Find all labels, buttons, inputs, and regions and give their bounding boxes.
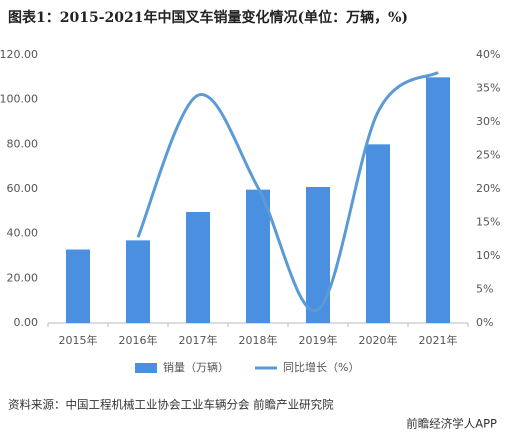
y-tick-label: 80.00 [7, 137, 39, 150]
legend-label: 销量（万辆） [163, 360, 229, 374]
y2-tick-label: 20% [476, 182, 500, 195]
y2-tick-label: 40% [476, 48, 500, 61]
x-tick-label: 2016年 [119, 333, 158, 347]
y2-tick-label: 0% [476, 316, 493, 329]
bar [186, 212, 210, 323]
y2-tick-label: 35% [476, 82, 500, 95]
x-tick-label: 2015年 [59, 333, 98, 347]
y-tick-label: 120.00 [0, 48, 38, 61]
bar [306, 186, 330, 323]
x-tick-label: 2018年 [239, 333, 278, 347]
y-tick-label: 0.00 [14, 316, 39, 329]
source: 资料来源：中国工程机械工业协会工业车辆分会 前瞻产业研究院 [8, 398, 334, 412]
line [136, 71, 439, 313]
y2-tick-label: 25% [476, 149, 500, 162]
bar [366, 144, 390, 323]
x-tick-label: 2020年 [359, 333, 398, 347]
x-tick-label: 2017年 [179, 333, 218, 347]
y2-tick-label: 10% [476, 249, 500, 262]
x-tick-label: 2021年 [419, 333, 458, 347]
y-tick-label: 100.00 [0, 93, 38, 106]
y2-tick-label: 5% [476, 283, 493, 296]
y2-tick-label: 15% [476, 216, 500, 229]
y2-tick-label: 30% [476, 115, 500, 128]
y-tick-label: 60.00 [7, 182, 39, 195]
bar [426, 77, 450, 323]
bar [246, 189, 270, 323]
bar [66, 249, 90, 323]
y-tick-label: 20.00 [7, 271, 39, 284]
footer: 前瞻经济学人APP [406, 417, 497, 431]
x-tick-label: 2019年 [299, 333, 338, 347]
legend-label: 同比增长（%） [283, 360, 359, 374]
y-tick-label: 40.00 [7, 227, 39, 240]
bar [126, 240, 150, 323]
chart-title: 图表1：2015-2021年中国叉车销量变化情况(单位：万辆，%) [8, 9, 408, 26]
legend-swatch [135, 363, 157, 373]
